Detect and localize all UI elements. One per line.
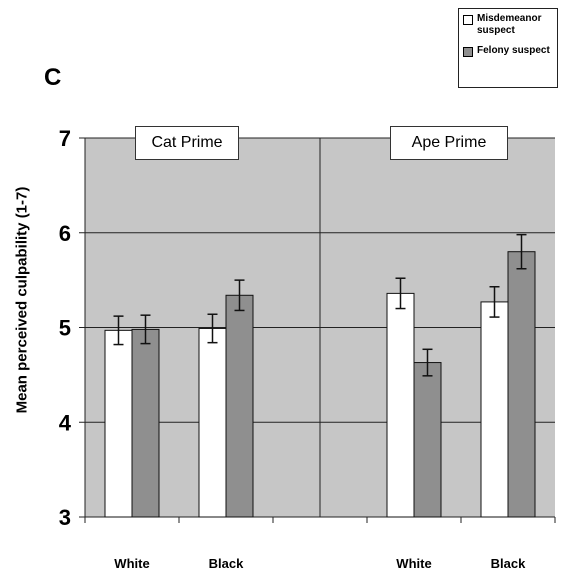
bar-felony	[225, 294, 254, 518]
panel-letter: C	[44, 64, 62, 91]
legend-label-felony: Felony suspect	[477, 45, 550, 56]
bar-misdemeanor	[480, 301, 509, 518]
bar-misdemeanor	[104, 329, 133, 518]
y-tick-label: 4	[59, 410, 72, 435]
bar-misdemeanor	[198, 327, 227, 518]
y-tick-label: 6	[59, 221, 71, 246]
bar-misdemeanor	[386, 292, 415, 518]
bar-felony	[507, 251, 536, 518]
legend-item-felony: Felony suspect	[463, 45, 553, 57]
panel-label-cat-prime: Cat Prime	[135, 126, 239, 160]
y-tick-label: 7	[59, 126, 71, 151]
legend-swatch-misdemeanor	[463, 15, 473, 25]
y-tick-label: 3	[59, 505, 71, 530]
legend-swatch-felony	[463, 47, 473, 57]
y-tick-label: 5	[59, 316, 71, 341]
bar-felony	[413, 362, 442, 518]
x-tick-label: Black	[209, 556, 244, 571]
bar-felony	[131, 328, 160, 518]
x-tick-label: White	[114, 556, 149, 571]
legend: Misdemeanor suspect Felony suspect	[458, 8, 558, 88]
x-tick-label: Black	[491, 556, 526, 571]
x-tick-label: White	[396, 556, 431, 571]
legend-item-misdemeanor: Misdemeanor suspect	[463, 13, 553, 37]
panel-label-ape-prime: Ape Prime	[390, 126, 508, 160]
legend-label-misdemeanor: Misdemeanor suspect	[477, 13, 542, 36]
